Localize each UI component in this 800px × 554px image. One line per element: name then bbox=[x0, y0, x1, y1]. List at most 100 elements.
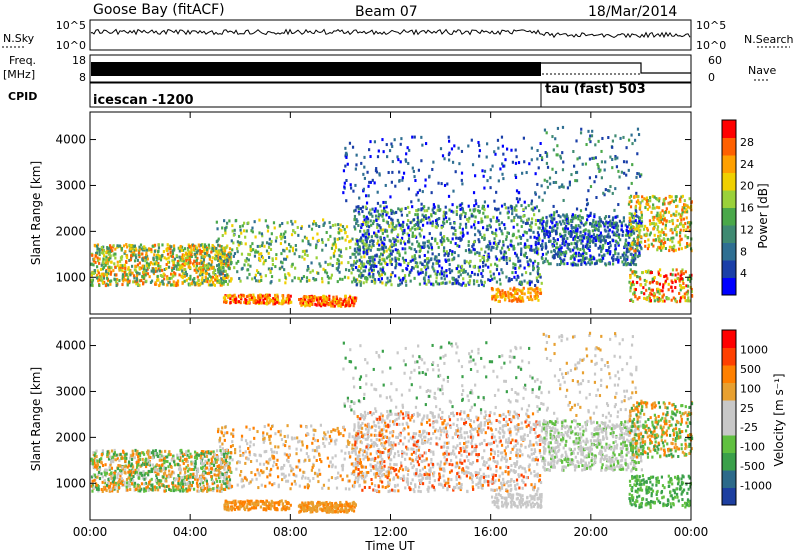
scatter-cell bbox=[537, 298, 540, 302]
scatter-cell bbox=[190, 254, 193, 258]
scatter-cell bbox=[552, 244, 556, 248]
scatter-cell bbox=[519, 236, 523, 240]
scatter-cell bbox=[662, 199, 666, 203]
scatter-cell bbox=[444, 211, 447, 215]
scatter-cell bbox=[452, 210, 455, 214]
scatter-cell bbox=[455, 205, 459, 209]
scatter-cell bbox=[665, 219, 668, 223]
scatter-cell bbox=[467, 240, 470, 244]
scatter-cell bbox=[397, 250, 400, 254]
scatter-cell bbox=[674, 280, 677, 284]
scatter-cell bbox=[685, 284, 688, 288]
scatter-cell bbox=[389, 249, 392, 253]
scatter-cell bbox=[478, 251, 481, 255]
scatter-cell bbox=[372, 264, 375, 268]
scatter-cell bbox=[494, 297, 497, 301]
scatter-cell bbox=[302, 275, 306, 279]
scatter-cell bbox=[172, 455, 175, 459]
scatter-cell bbox=[589, 211, 592, 215]
scatter-cell bbox=[555, 246, 558, 250]
scatter-cell bbox=[145, 269, 148, 273]
scatter-cell bbox=[459, 203, 462, 207]
scatter-cell bbox=[104, 284, 108, 288]
scatter-cell bbox=[338, 254, 341, 258]
scatter-cell bbox=[536, 249, 539, 253]
scatter-cell bbox=[212, 271, 215, 275]
scatter-cell bbox=[404, 206, 407, 210]
scatter-cell bbox=[634, 227, 637, 231]
scatter-cell bbox=[166, 261, 170, 265]
scatter-cell bbox=[223, 252, 226, 256]
scatter-cell bbox=[588, 258, 591, 262]
scatter-cell bbox=[194, 282, 197, 286]
scatter-cell bbox=[493, 199, 496, 203]
scatter-cell bbox=[298, 298, 301, 302]
scatter-cell bbox=[679, 288, 682, 292]
scatter-cell bbox=[427, 257, 430, 261]
scatter-cell bbox=[575, 170, 579, 174]
scatter-cell bbox=[98, 468, 102, 472]
scatter-cell bbox=[432, 282, 435, 286]
scatter-cell bbox=[332, 252, 336, 256]
scatter-cell bbox=[414, 179, 417, 183]
scatter-cell bbox=[417, 242, 421, 246]
scatter-cell bbox=[556, 238, 559, 242]
scatter-cell bbox=[564, 240, 568, 244]
scatter-cell bbox=[128, 281, 131, 285]
scatter-cell bbox=[116, 260, 119, 264]
scatter-cell bbox=[521, 171, 524, 175]
scatter-cell bbox=[541, 198, 544, 202]
scatter-cell bbox=[439, 231, 442, 235]
scatter-cell bbox=[183, 247, 187, 251]
scatter-cell bbox=[578, 214, 581, 218]
scatter-cell bbox=[541, 224, 544, 228]
scatter-cell bbox=[440, 266, 444, 270]
scatter-cell bbox=[675, 213, 678, 217]
scatter-cell bbox=[503, 253, 506, 257]
scatter-cell bbox=[201, 281, 204, 285]
scatter-cell bbox=[559, 246, 562, 250]
scatter-cell bbox=[540, 247, 544, 251]
scatter-cell bbox=[630, 298, 633, 302]
scatter-cell bbox=[130, 256, 133, 260]
scatter-cell bbox=[203, 243, 207, 247]
scatter-cell bbox=[339, 250, 342, 254]
scatter-cell bbox=[339, 223, 342, 227]
scatter-cell bbox=[502, 243, 505, 247]
scatter-cell bbox=[593, 215, 596, 219]
scatter-cell bbox=[258, 300, 261, 304]
scatter-cell bbox=[671, 222, 675, 226]
scatter-cell bbox=[611, 139, 615, 143]
scatter-cell bbox=[659, 234, 662, 238]
scatter-cell bbox=[355, 283, 358, 287]
scatter-cell bbox=[548, 214, 551, 218]
scatter-cell bbox=[585, 252, 588, 256]
scatter-cell bbox=[128, 258, 131, 262]
scatter-cell bbox=[190, 248, 193, 252]
scatter-cell bbox=[394, 266, 397, 270]
scatter-cell bbox=[178, 249, 181, 253]
scatter-cell bbox=[643, 233, 646, 237]
scatter-cell bbox=[431, 224, 434, 228]
scatter-cell bbox=[431, 221, 434, 225]
scatter-cell bbox=[571, 225, 574, 229]
scatter-cell bbox=[416, 220, 419, 224]
scatter-cell bbox=[184, 268, 187, 272]
scatter-cell bbox=[589, 221, 592, 225]
scatter-cell bbox=[536, 265, 539, 269]
scatter-cell bbox=[162, 475, 165, 479]
scatter-cell bbox=[559, 256, 562, 260]
scatter-cell bbox=[504, 206, 507, 210]
scatter-cell bbox=[341, 225, 345, 229]
scatter-cell bbox=[680, 237, 683, 241]
scatter-cell bbox=[532, 230, 535, 234]
scatter-cell bbox=[225, 461, 229, 465]
scatter-cell bbox=[603, 253, 606, 257]
scatter-cell bbox=[603, 193, 606, 197]
scatter-cell bbox=[661, 295, 664, 299]
scatter-cell bbox=[505, 256, 508, 260]
scatter-cell bbox=[637, 235, 640, 239]
scatter-cell bbox=[102, 272, 105, 276]
scatter-cell bbox=[282, 248, 285, 252]
scatter-cell bbox=[225, 264, 228, 268]
